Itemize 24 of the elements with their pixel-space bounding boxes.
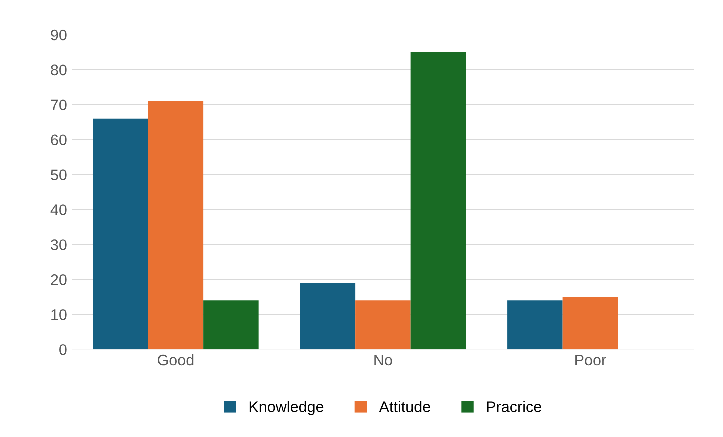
bar: [508, 300, 563, 350]
bar: [356, 300, 411, 350]
y-tick-label: 0: [60, 344, 67, 356]
y-tick-label: 60: [51, 134, 67, 146]
y-tick-label: 20: [51, 274, 67, 286]
y-tick-label: 30: [51, 240, 67, 250]
x-tick-label: Good: [158, 354, 194, 366]
y-tick-label: 80: [51, 64, 67, 76]
y-tick-label: 90: [51, 30, 67, 41]
x-tick-label: No: [374, 355, 392, 366]
y-tick-label: 40: [50, 204, 67, 216]
legend-label: Pracrice: [487, 401, 542, 412]
bar: [300, 283, 356, 350]
bar: [148, 101, 204, 350]
bar: [410, 52, 466, 350]
y-tick-label: 50: [51, 170, 67, 180]
x-tick-label: Poor: [576, 355, 606, 366]
bar: [204, 300, 259, 350]
y-tick-label: 10: [52, 310, 67, 320]
legend-label: Knowledge: [250, 401, 324, 416]
legend-label: Attitude: [379, 401, 430, 412]
bar: [562, 297, 618, 350]
bar: [93, 118, 148, 350]
y-tick-label: 70: [51, 100, 67, 111]
